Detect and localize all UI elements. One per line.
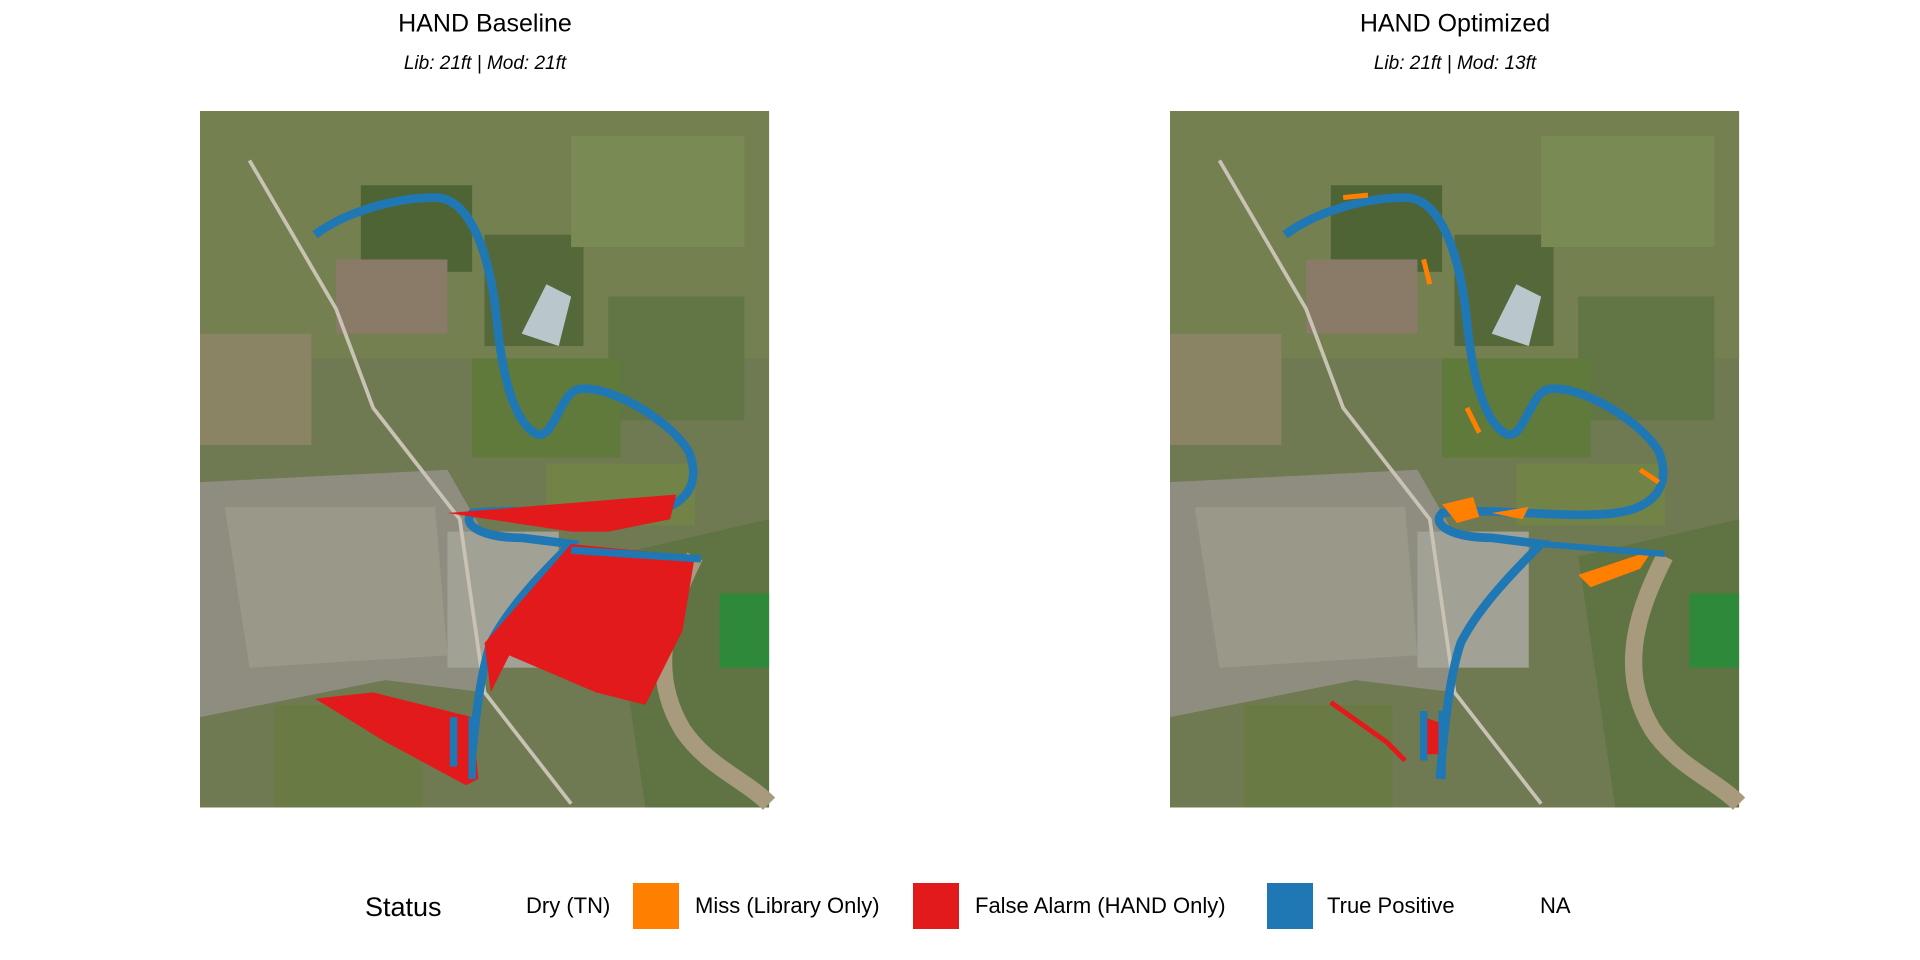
map-baseline — [200, 111, 769, 807]
legend: Status Dry (TN) Miss (Library Only) Fals… — [365, 883, 1571, 929]
legend-label: Dry (TN) — [526, 893, 610, 918]
legend-label: True Positive — [1327, 893, 1455, 918]
panel-subtitle: Lib: 21ft | Mod: 13ft — [1374, 53, 1537, 74]
legend-title: Status — [365, 892, 442, 922]
legend-label: NA — [1540, 893, 1571, 918]
panel-title: HAND Optimized — [1360, 10, 1550, 38]
legend-swatch — [633, 883, 679, 929]
panel-subtitle: Lib: 21ft | Mod: 21ft — [404, 53, 567, 74]
legend-swatch — [1267, 883, 1313, 929]
legend-label: Miss (Library Only) — [695, 893, 880, 918]
map-optimized — [1170, 111, 1739, 807]
panel-title: HAND Baseline — [398, 10, 572, 38]
legend-label: False Alarm (HAND Only) — [975, 893, 1226, 918]
legend-swatch — [913, 883, 959, 929]
